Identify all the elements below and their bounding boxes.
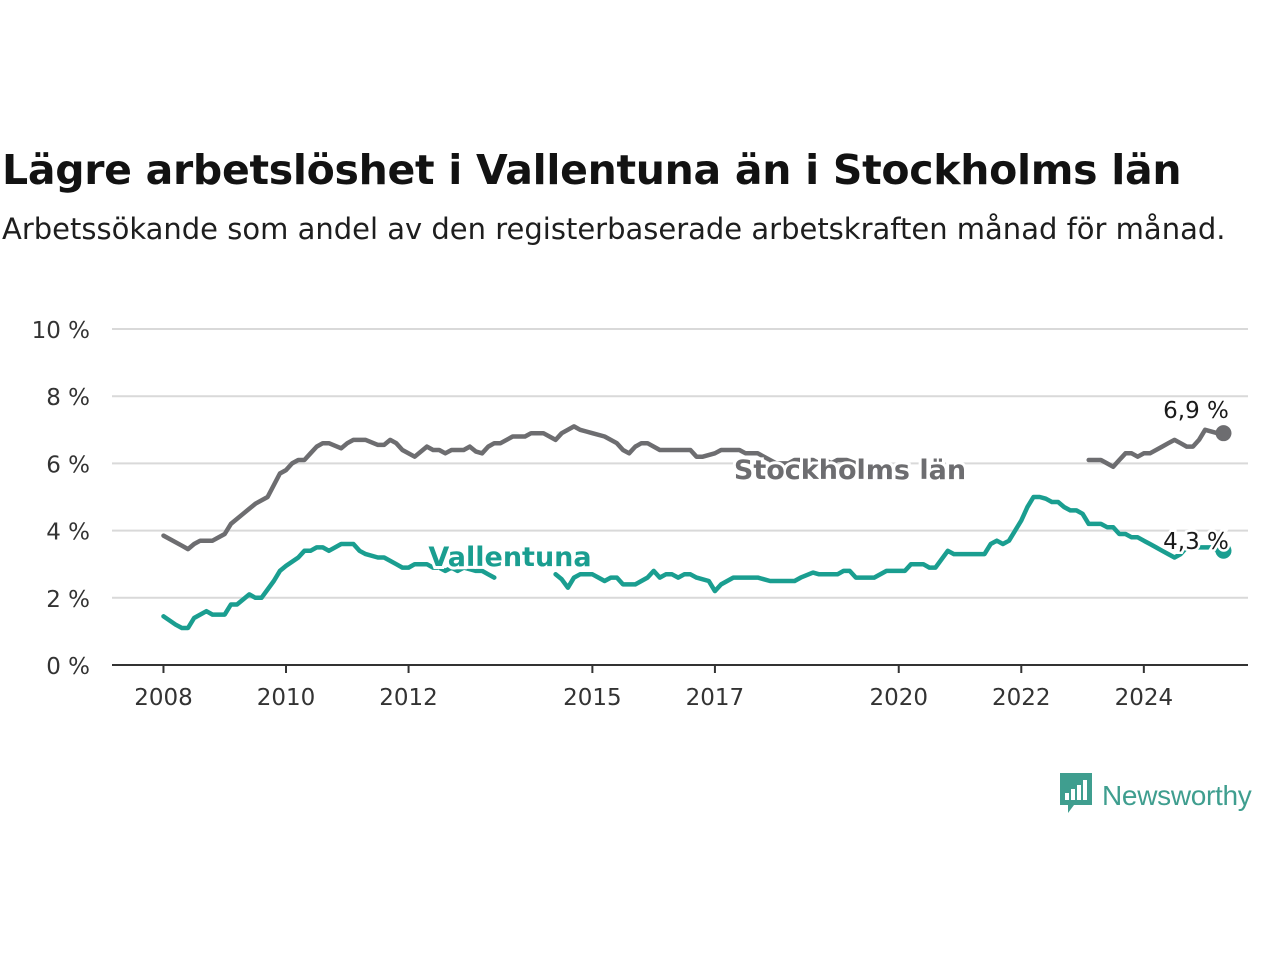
series-name-label: Vallentuna	[428, 542, 591, 573]
series-end-value-label: 4,3 %	[1163, 529, 1229, 555]
x-tick-label: 2012	[379, 685, 438, 711]
y-tick-label: 0 %	[46, 654, 90, 680]
y-gridlines	[112, 328, 1248, 599]
x-tick-label: 2015	[563, 685, 622, 711]
series-labels: Stockholms län 6,9 % Vallentuna 4,3 %	[425, 396, 1231, 577]
y-tick-label: 6 %	[46, 452, 90, 478]
chart-subtitle: Arbetssökande som andel av den registerb…	[2, 212, 1226, 246]
x-tick-label: 2010	[257, 685, 316, 711]
x-axis-ticks: 2008 2010 2012 2015 2017 2020 2022 2024	[134, 665, 1173, 711]
series-line	[161, 424, 1226, 552]
x-tick-label: 2020	[869, 685, 928, 711]
brand-name: Newsworthy	[1102, 780, 1252, 811]
newsworthy-logo: Newsworthy	[1058, 771, 1252, 821]
x-tick-label: 2024	[1115, 685, 1174, 711]
y-tick-label: 4 %	[46, 520, 90, 546]
chart-series	[161, 424, 1232, 631]
series-end-point	[1215, 425, 1232, 442]
y-axis-ticks: 0 % 2 % 4 % 6 % 8 % 10 %	[32, 318, 90, 680]
y-tick-label: 2 %	[46, 587, 90, 613]
x-tick-label: 2022	[992, 685, 1051, 711]
x-tick-label: 2017	[686, 685, 745, 711]
y-tick-label: 10 %	[32, 318, 90, 344]
chart-title: Lägre arbetslöshet i Vallentuna än i Sto…	[2, 146, 1182, 194]
y-tick-label: 8 %	[46, 385, 90, 411]
bar-chart-speech-icon	[1058, 771, 1094, 821]
series-end-point	[1215, 542, 1232, 559]
series-line	[161, 494, 1226, 631]
series-name-label: Stockholms län	[734, 455, 966, 486]
series-end-value-label: 6,9 %	[1163, 398, 1229, 424]
x-tick-label: 2008	[134, 685, 193, 711]
